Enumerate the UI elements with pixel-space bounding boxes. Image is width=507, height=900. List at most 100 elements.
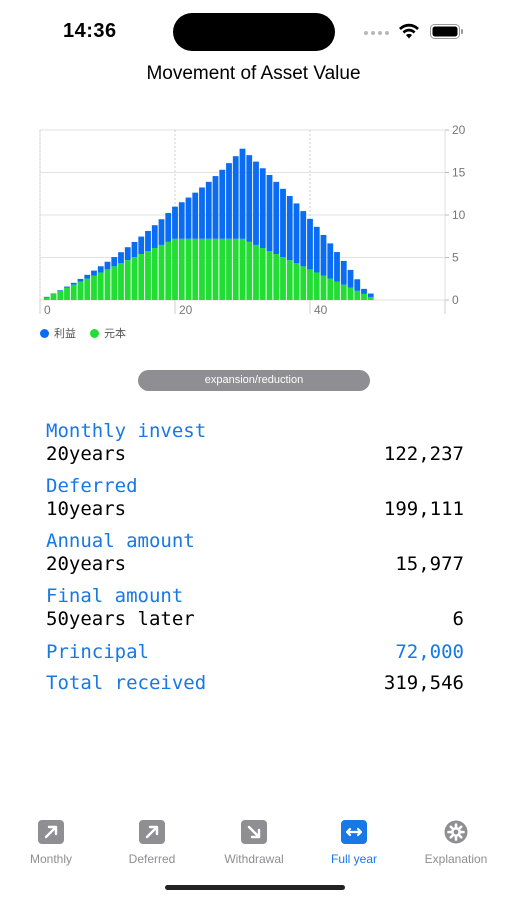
bar-principal xyxy=(300,266,307,300)
bar-profit xyxy=(84,274,91,279)
tab-label: Full year xyxy=(330,852,377,866)
legend-item-profit: 利益 xyxy=(40,325,76,341)
bar-principal xyxy=(347,287,354,300)
bar-profit xyxy=(239,148,246,239)
bar-profit xyxy=(205,181,212,239)
bar-principal xyxy=(192,238,199,300)
bar-principal xyxy=(111,266,118,300)
bar-profit xyxy=(212,176,219,239)
y-tick-label: 15 xyxy=(452,166,466,180)
bar-principal xyxy=(178,238,185,300)
bar-principal xyxy=(185,238,192,300)
bar-principal xyxy=(131,257,138,300)
tab-deferred[interactable]: Deferred xyxy=(107,815,197,866)
bar-profit xyxy=(367,293,374,297)
bar-profit xyxy=(354,279,361,291)
arrow-left-right-square-icon xyxy=(341,820,367,844)
result-row: 20years 15,977 xyxy=(46,552,464,576)
x-tick-label: 0 xyxy=(44,303,51,317)
bar-principal xyxy=(91,275,97,300)
bar-principal xyxy=(226,238,232,300)
result-total-received: Total received 319,546 xyxy=(46,671,464,695)
bar-principal xyxy=(104,269,111,300)
results-list: Monthly invest 20years 122,237 Deferred … xyxy=(46,420,464,695)
bar-profit xyxy=(77,278,84,282)
result-deferred: Deferred 10years 199,111 xyxy=(46,475,464,521)
legend-dot-profit xyxy=(40,328,49,338)
gear-icon xyxy=(444,820,468,844)
tab-withdrawal[interactable]: Withdrawal xyxy=(209,815,299,866)
bar-profit xyxy=(151,225,158,248)
bar-principal xyxy=(151,247,158,300)
bar-profit xyxy=(273,181,280,255)
principal-value: 72,000 xyxy=(395,641,464,663)
tab-bar: Monthly Deferred Withdrawal Full year xyxy=(0,815,507,875)
bar-profit xyxy=(232,156,239,239)
bar-profit xyxy=(131,241,138,258)
total-received-value: 319,546 xyxy=(383,672,464,694)
bar-principal xyxy=(97,272,104,300)
status-time: 14:36 xyxy=(63,20,117,42)
result-label: Annual amount xyxy=(46,530,195,552)
bar-principal xyxy=(273,254,280,300)
bar-principal xyxy=(232,238,239,300)
bar-profit xyxy=(313,226,320,273)
bar-profit xyxy=(91,270,97,276)
bar-principal xyxy=(158,244,165,300)
tab-full-year[interactable]: Full year xyxy=(309,815,399,866)
bar-principal xyxy=(212,238,219,300)
bar-principal xyxy=(239,238,246,300)
tab-label: Deferred xyxy=(128,852,176,866)
bar-principal xyxy=(219,238,226,300)
legend-item-principal: 元本 xyxy=(90,325,126,341)
bar-profit xyxy=(104,261,111,270)
bar-profit xyxy=(64,286,70,288)
y-tick-label: 20 xyxy=(452,123,466,137)
bar-principal xyxy=(70,284,77,300)
bar-profit xyxy=(111,257,118,267)
bar-principal xyxy=(246,241,253,300)
bar-principal xyxy=(334,281,340,300)
bar-profit xyxy=(124,247,131,261)
result-period: 50years later xyxy=(46,608,195,630)
bar-profit xyxy=(266,174,273,252)
bar-profit xyxy=(300,211,307,267)
bar-profit xyxy=(253,161,259,245)
result-final-amount: Final amount 50years later 6 xyxy=(46,585,464,631)
tab-monthly[interactable]: Monthly xyxy=(6,815,96,866)
bar-principal xyxy=(307,269,313,300)
bar-profit xyxy=(185,197,192,239)
legend-label-principal: 元本 xyxy=(104,327,126,340)
result-row: 20years 122,237 xyxy=(46,442,464,466)
y-tick-label: 10 xyxy=(452,208,466,222)
bar-principal xyxy=(84,278,91,300)
bar-profit xyxy=(199,187,205,239)
arrow-down-right-square-icon xyxy=(241,820,267,844)
bar-principal xyxy=(124,260,131,300)
bar-profit xyxy=(340,260,347,285)
bar-profit xyxy=(57,290,64,291)
bar-profit xyxy=(118,252,124,264)
tab-explanation[interactable]: Explanation xyxy=(411,815,501,866)
bar-principal xyxy=(77,281,84,300)
expansion-reduction-button[interactable]: expansion/reduction xyxy=(138,370,370,391)
bar-principal xyxy=(320,275,327,300)
bar-principal xyxy=(199,238,205,300)
bar-profit xyxy=(246,155,253,242)
bar-profit xyxy=(165,213,172,242)
result-label: Monthly invest xyxy=(46,420,207,442)
bar-principal xyxy=(327,278,334,300)
dynamic-island xyxy=(173,13,335,51)
result-value: 15,977 xyxy=(395,553,464,575)
result-period: 10years xyxy=(46,498,127,520)
battery-icon xyxy=(430,24,463,39)
bar-profit xyxy=(347,269,354,288)
bar-profit xyxy=(226,163,232,239)
bar-principal xyxy=(286,260,293,300)
tab-label: Withdrawal xyxy=(224,852,284,866)
bar-principal xyxy=(64,287,70,300)
result-period: 20years xyxy=(46,553,127,575)
bar-principal xyxy=(118,263,124,300)
bar-profit xyxy=(70,282,77,285)
result-period: 20years xyxy=(46,443,127,465)
